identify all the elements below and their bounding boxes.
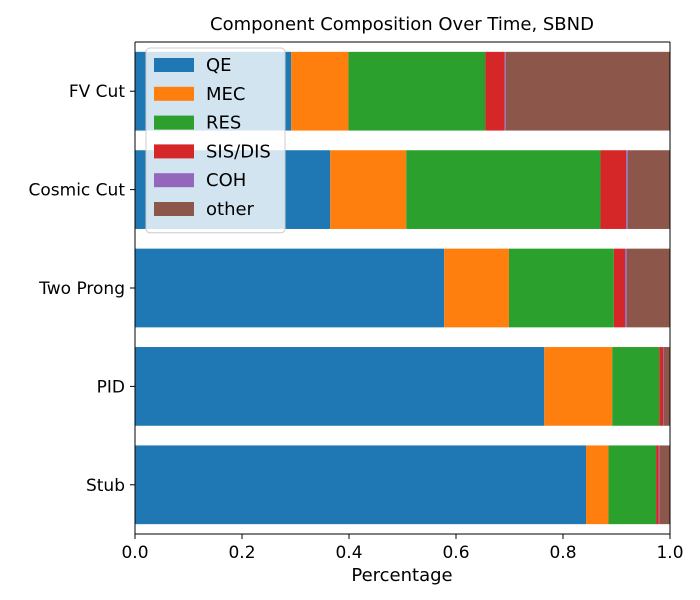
bar-sis-dis-fv-cut — [485, 51, 505, 131]
bar-mec-stub — [586, 445, 609, 525]
y-tick-label: FV Cut — [69, 82, 125, 102]
x-tick-label: 1.0 — [656, 543, 683, 563]
bar-other-two-prong — [626, 248, 670, 328]
bar-qe-stub — [135, 445, 587, 525]
y-tick-label: Stub — [86, 476, 125, 496]
legend-label-qe: QE — [206, 55, 232, 76]
bar-sis-dis-pid — [659, 347, 664, 426]
legend-swatch-mec — [154, 86, 194, 101]
legend: QE MEC RES SIS/DIS COH other — [145, 47, 286, 234]
bar-other-pid — [663, 347, 670, 426]
x-tick-label: 0.8 — [549, 543, 576, 563]
y-tick-label: Two Prong — [38, 279, 125, 299]
bar-res-pid — [612, 347, 660, 426]
bar-coh-cosmic-cut — [626, 150, 628, 229]
bar-qe-pid — [135, 347, 545, 426]
x-tick-label: 0.6 — [442, 543, 469, 563]
chart-title: Component Composition Over Time, SBND — [210, 14, 594, 35]
bar-mec-pid — [544, 347, 613, 426]
legend-swatch-res — [154, 115, 194, 130]
bar-res-two-prong — [508, 248, 614, 328]
bar-sis-dis-cosmic-cut — [600, 150, 627, 229]
axes-group: 0.0 0.2 0.4 0.6 0.8 1.0 FV Cut Cosmic Cut Two Pr… — [29, 41, 684, 563]
bar-mec-two-prong — [444, 248, 509, 328]
x-tick-label: 0.0 — [121, 543, 148, 563]
bar-res-cosmic-cut — [406, 150, 601, 229]
x-tick-label: 0.4 — [335, 543, 362, 563]
bar-mec-fv-cut — [291, 51, 349, 131]
legend-label-sis-dis: SIS/DIS — [206, 141, 271, 162]
legend-swatch-other — [154, 202, 194, 216]
x-axis-label: Percentage — [351, 565, 452, 586]
legend-label-res: RES — [206, 113, 241, 134]
bar-other-fv-cut — [505, 51, 670, 131]
bar-qe-two-prong — [135, 248, 445, 328]
legend-swatch-qe — [154, 58, 194, 72]
x-tick-label: 0.2 — [228, 543, 255, 563]
bar-sis-dis-stub — [656, 445, 659, 525]
bar-coh-stub — [658, 445, 660, 525]
legend-label-other: other — [206, 199, 255, 220]
legend-label-coh: COH — [206, 170, 246, 191]
bar-coh-pid — [663, 347, 664, 426]
bar-other-cosmic-cut — [627, 150, 670, 229]
legend-swatch-sis-dis — [154, 144, 194, 159]
y-tick-label: Cosmic Cut — [29, 181, 126, 201]
legend-label-mec: MEC — [206, 84, 245, 105]
bar-other-stub — [659, 445, 670, 525]
bar-res-fv-cut — [348, 51, 486, 131]
bar-coh-two-prong — [625, 248, 627, 328]
bar-mec-cosmic-cut — [330, 150, 407, 229]
bar-coh-fv-cut — [504, 51, 506, 131]
bar-sis-dis-two-prong — [613, 248, 626, 328]
bars-group — [135, 51, 670, 525]
y-tick-label: PID — [97, 377, 125, 397]
bar-res-stub — [608, 445, 657, 525]
legend-swatch-coh — [154, 173, 194, 188]
